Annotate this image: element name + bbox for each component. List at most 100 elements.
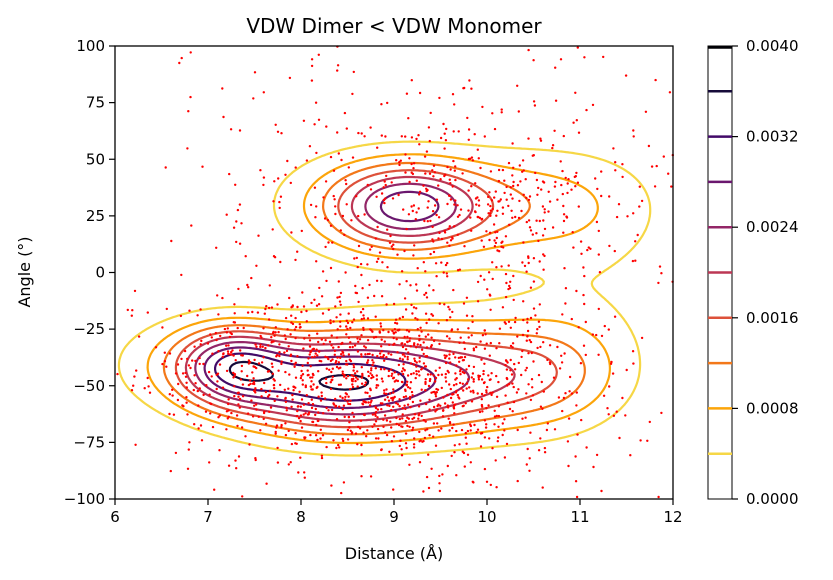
scatter-point: [553, 428, 557, 431]
scatter-point: [161, 362, 164, 366]
scatter-point: [329, 381, 332, 384]
scatter-point: [409, 284, 412, 287]
scatter-point: [469, 424, 473, 428]
scatter-point: [185, 396, 188, 399]
scatter-point: [324, 245, 327, 249]
scatter-point: [325, 406, 328, 410]
scatter-point: [493, 409, 496, 412]
scatter-point: [435, 198, 439, 201]
scatter-point: [445, 319, 449, 322]
scatter-point: [638, 205, 641, 208]
scatter-point: [407, 117, 410, 120]
scatter-point: [301, 379, 304, 382]
scatter-point: [290, 405, 293, 408]
scatter-point: [477, 378, 481, 381]
scatter-point: [221, 296, 224, 300]
scatter-point: [351, 156, 355, 159]
scatter-point: [337, 345, 340, 349]
scatter-point: [225, 369, 229, 373]
scatter-point: [450, 329, 453, 332]
scatter-point: [574, 185, 577, 188]
scatter-point: [366, 317, 370, 320]
scatter-point: [418, 143, 421, 146]
scatter-point: [341, 351, 345, 354]
scatter-point: [382, 186, 385, 189]
scatter-point: [398, 163, 401, 167]
scatter-point: [321, 312, 325, 315]
scatter-point: [494, 241, 498, 245]
scatter-point: [383, 389, 386, 392]
scatter-point: [613, 249, 616, 253]
scatter-point: [369, 188, 373, 191]
scatter-point: [634, 240, 637, 243]
scatter-point: [341, 370, 344, 373]
scatter-point: [553, 185, 557, 188]
scatter-point: [434, 262, 438, 265]
scatter-point: [238, 129, 242, 132]
scatter-point: [393, 328, 397, 331]
scatter-point: [315, 348, 318, 351]
scatter-point: [290, 314, 293, 317]
scatter-point: [435, 275, 438, 278]
scatter-point: [427, 200, 430, 203]
scatter-point: [448, 422, 452, 425]
scatter-point: [608, 385, 611, 388]
scatter-point: [636, 233, 639, 237]
scatter-point: [431, 238, 434, 241]
scatter-point: [193, 423, 196, 426]
scatter-point: [461, 172, 464, 175]
scatter-point: [429, 252, 432, 256]
scatter-point: [640, 199, 644, 203]
scatter-point: [194, 359, 197, 363]
scatter-point: [347, 353, 351, 356]
scatter-point: [444, 173, 447, 176]
scatter-point: [314, 101, 318, 104]
scatter-point: [250, 276, 253, 280]
scatter-point: [270, 341, 273, 344]
scatter-point: [275, 424, 279, 427]
scatter-point: [262, 417, 265, 421]
scatter-point: [458, 360, 461, 363]
scatter-point: [246, 374, 249, 378]
scatter-point: [327, 241, 330, 244]
scatter-point: [314, 413, 317, 417]
scatter-point: [521, 170, 524, 173]
scatter-point: [548, 200, 552, 203]
scatter-point: [422, 341, 425, 344]
scatter-point: [527, 261, 530, 265]
scatter-point: [602, 55, 605, 59]
scatter-point: [196, 389, 199, 393]
scatter-point: [424, 402, 428, 406]
scatter-point: [415, 365, 418, 368]
scatter-point: [260, 336, 263, 339]
scatter-point: [415, 137, 418, 141]
scatter-point: [507, 264, 510, 267]
scatter-point: [238, 406, 241, 409]
scatter-point: [443, 132, 446, 135]
scatter-point: [262, 176, 266, 179]
scatter-point: [449, 168, 452, 171]
scatter-point: [415, 373, 418, 376]
scatter-point: [375, 374, 378, 377]
scatter-point: [435, 387, 438, 391]
scatter-point: [570, 392, 574, 395]
scatter-point: [434, 444, 438, 447]
scatter-point: [418, 91, 422, 95]
scatter-point: [290, 306, 293, 309]
scatter-point: [410, 162, 413, 166]
colorbar-level-lines: [708, 46, 732, 455]
scatter-point: [449, 239, 453, 242]
scatter-point: [467, 138, 470, 141]
scatter-point: [237, 403, 240, 406]
scatter-point: [171, 394, 174, 397]
scatter-point: [335, 359, 338, 363]
y-axis-label: Angle (°): [15, 236, 34, 307]
scatter-point: [406, 340, 409, 344]
scatter-point: [419, 439, 422, 442]
scatter-point: [607, 413, 610, 416]
scatter-point: [387, 352, 390, 355]
scatter-point: [370, 369, 373, 372]
scatter-point: [375, 279, 379, 282]
scatter-point: [321, 270, 325, 273]
scatter-point: [154, 346, 158, 349]
